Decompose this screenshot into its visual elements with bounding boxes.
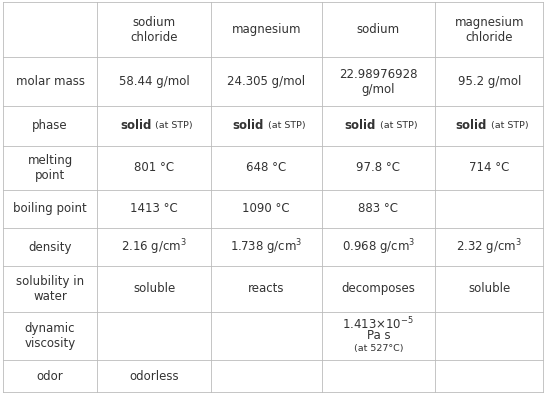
Text: density: density: [28, 241, 72, 254]
Text: reacts: reacts: [248, 282, 284, 296]
Text: 714 °C: 714 °C: [469, 161, 509, 174]
Text: odor: odor: [37, 370, 63, 383]
Text: melting
point: melting point: [27, 154, 73, 182]
Text: soluble: soluble: [468, 282, 511, 296]
Text: 2.32 g/cm$^3$: 2.32 g/cm$^3$: [456, 237, 522, 257]
Text: 22.98976928
g/mol: 22.98976928 g/mol: [339, 67, 418, 95]
Text: solid: solid: [232, 119, 264, 132]
Text: decomposes: decomposes: [341, 282, 416, 296]
Text: Pa s: Pa s: [366, 329, 390, 342]
Text: solubility in
water: solubility in water: [16, 275, 84, 303]
Text: 1.738 g/cm$^3$: 1.738 g/cm$^3$: [230, 237, 302, 257]
Text: 58.44 g/mol: 58.44 g/mol: [118, 75, 189, 88]
Text: boiling point: boiling point: [13, 202, 87, 215]
Text: magnesium: magnesium: [232, 23, 301, 36]
Text: $1.413\mathsf{\times}10^{-5}$: $1.413\mathsf{\times}10^{-5}$: [342, 315, 414, 332]
Text: 801 °C: 801 °C: [134, 161, 174, 174]
Text: phase: phase: [32, 119, 68, 132]
Text: (at STP): (at STP): [488, 121, 528, 130]
Text: 2.16 g/cm$^3$: 2.16 g/cm$^3$: [121, 237, 187, 257]
Text: 97.8 °C: 97.8 °C: [357, 161, 400, 174]
Text: molar mass: molar mass: [15, 75, 85, 88]
Text: (at STP): (at STP): [152, 121, 193, 130]
Text: 24.305 g/mol: 24.305 g/mol: [227, 75, 305, 88]
Text: sodium: sodium: [357, 23, 400, 36]
Text: magnesium
chloride: magnesium chloride: [454, 15, 524, 44]
Text: 1090 °C: 1090 °C: [242, 202, 290, 215]
Text: odorless: odorless: [129, 370, 179, 383]
Text: 0.968 g/cm$^3$: 0.968 g/cm$^3$: [342, 237, 415, 257]
Text: (at 527°C): (at 527°C): [354, 344, 403, 353]
Text: solid: solid: [120, 119, 151, 132]
Text: sodium
chloride: sodium chloride: [130, 15, 178, 44]
Text: dynamic
viscosity: dynamic viscosity: [25, 322, 76, 350]
Text: 95.2 g/mol: 95.2 g/mol: [458, 75, 521, 88]
Text: 1413 °C: 1413 °C: [130, 202, 178, 215]
Text: (at STP): (at STP): [377, 121, 417, 130]
Text: 883 °C: 883 °C: [358, 202, 399, 215]
Text: soluble: soluble: [133, 282, 175, 296]
Text: (at STP): (at STP): [265, 121, 305, 130]
Text: solid: solid: [455, 119, 486, 132]
Text: solid: solid: [345, 119, 376, 132]
Text: 648 °C: 648 °C: [246, 161, 286, 174]
